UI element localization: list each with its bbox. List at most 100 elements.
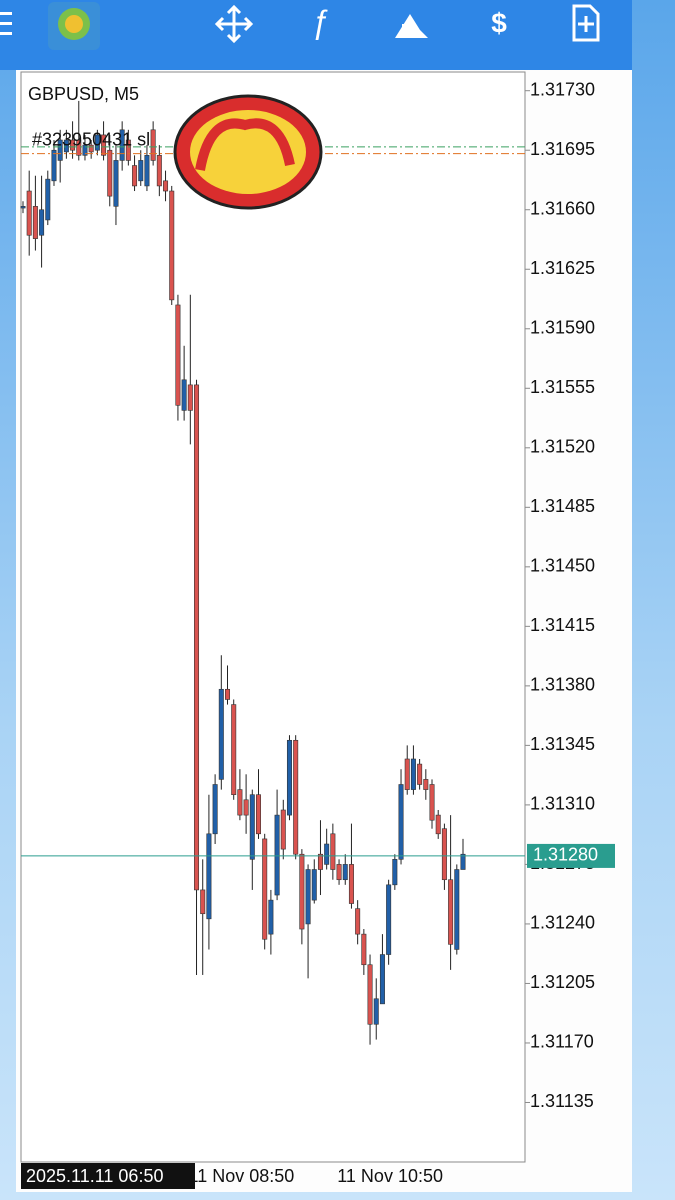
y-tick-label: 1.31660 [530,198,595,218]
y-tick-label: 1.31695 [530,139,595,159]
candle-body [293,739,299,855]
candle-body [119,129,125,161]
candle-body [305,869,311,925]
y-tick-label: 1.31450 [530,556,595,576]
candle-body [262,838,268,940]
y-tick-label: 1.31205 [530,972,595,992]
candle-body [51,149,57,182]
app-logo[interactable] [48,2,100,50]
candle-body [392,859,398,886]
y-tick-label: 1.31345 [530,734,595,754]
candle-body [448,879,454,945]
y-tick-label: 1.31310 [530,794,595,814]
candle-body [367,964,373,1025]
new-order-tool[interactable] [572,4,600,42]
candle-body [194,384,200,891]
candle-body [299,853,305,930]
candle-body [231,704,237,795]
current-price-box [527,843,615,868]
candle-body [206,833,212,920]
candle-body [181,379,187,411]
candle-body [373,998,379,1025]
candle-body [70,139,76,151]
candle-body [280,809,286,850]
candle-body [237,789,243,816]
toolbar [0,0,632,70]
move-tool[interactable] [214,4,254,44]
x-tick-label: 11 Nov 08:50 [189,1166,295,1186]
candle-body [138,160,144,182]
candle-body [342,864,348,881]
candle-body [113,160,119,207]
y-tick-label: 1.31555 [530,377,595,397]
candle-body [94,134,100,151]
candle-body [32,206,38,239]
current-price-label: 1.31280 [533,845,598,865]
candle-body [435,814,441,835]
candle-body [249,794,255,860]
sticker [173,94,323,210]
candle-body [187,384,193,411]
candle-body [76,139,82,156]
y-tick-label: 1.31415 [530,615,595,635]
candle-body [398,784,404,860]
trade-tool[interactable]: $ [491,7,507,38]
candle-body [454,869,460,950]
candle-body [423,779,429,790]
candle-body [26,190,32,236]
candle-body [225,688,231,700]
candle-body [169,190,175,301]
candle-body [107,149,113,197]
candle-body [286,739,292,816]
y-tick-label: 1.31625 [530,258,595,278]
candle-body [317,853,323,870]
candle-body [417,763,423,785]
candle-body [125,139,131,161]
candle-body [311,869,317,901]
candle-body [255,794,261,835]
candle-body [156,155,162,187]
candle-body [200,889,206,915]
candle-body [101,134,107,156]
candle-body [39,209,45,236]
y-tick-label: 1.31240 [530,913,595,933]
candle-body [268,899,274,935]
y-tick-label: 1.31485 [530,496,595,516]
candle-body [361,933,367,966]
candle-body [429,784,435,821]
order-line-label: #323950431 sl [32,129,150,149]
candle-body [404,758,410,790]
candle-body [82,144,88,156]
candle-body [88,144,94,153]
candle-body [336,864,342,881]
candle-body [218,688,224,780]
plot-area [20,71,526,1163]
candle-body [330,833,336,870]
symbol-title: GBPUSD, M5 [28,84,139,104]
candle-body [379,954,385,1005]
candle-body [45,178,51,221]
candle-body [63,139,69,153]
candle-body [144,155,150,187]
x-tick-label: 11 Nov 10:50 [337,1166,443,1186]
cursor-time-box [21,1163,195,1189]
candle-body [20,206,26,209]
candle-body [57,139,63,161]
candle-body [355,908,361,935]
y-tick-label: 1.31135 [530,1091,594,1111]
candle-body [175,304,181,406]
candle-body [132,165,138,187]
candle-body [274,814,280,896]
candle-body [243,799,249,816]
candle-body [163,180,169,192]
y-tick-label: 1.31730 [530,79,595,99]
indicator-tool[interactable]: ƒ [311,3,329,39]
objects-tool[interactable] [395,14,428,38]
y-tick-label: 1.31520 [530,437,595,457]
y-tick-label: 1.31170 [530,1032,594,1052]
y-tick-label: 1.31380 [530,675,595,695]
menu-button[interactable] [0,12,12,35]
plot [20,100,466,1045]
